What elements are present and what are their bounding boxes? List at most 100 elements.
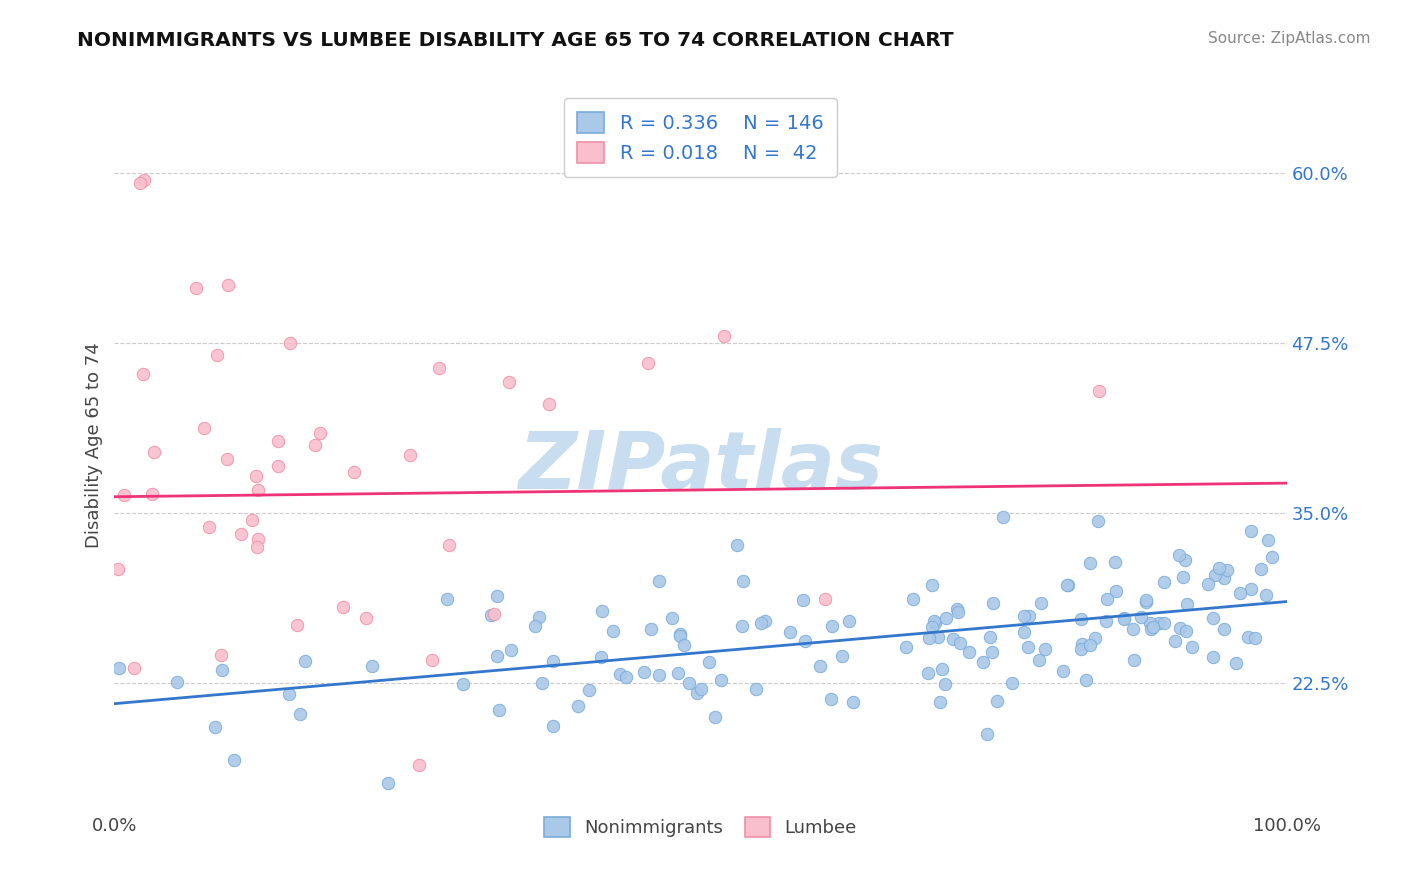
Point [1164, 634, 1187, 648]
Point [1129, 609, 1152, 624]
Point [668, 627, 690, 641]
Point [377, 776, 399, 790]
Point [842, 695, 865, 709]
Point [422, 653, 444, 667]
Point [648, 668, 671, 682]
Point [1070, 612, 1092, 626]
Point [602, 624, 624, 638]
Point [108, 660, 131, 674]
Point [609, 666, 631, 681]
Text: Source: ZipAtlas.com: Source: ZipAtlas.com [1208, 31, 1371, 46]
Point [217, 278, 239, 293]
Point [1140, 623, 1163, 637]
Point [209, 648, 232, 663]
Point [1012, 609, 1035, 624]
Point [343, 465, 366, 479]
Point [749, 615, 772, 630]
Point [668, 629, 690, 643]
Point [1057, 578, 1080, 592]
Point [429, 361, 451, 376]
Point [821, 618, 844, 632]
Point [186, 281, 208, 295]
Point [831, 649, 853, 664]
Point [981, 596, 1004, 610]
Point [132, 367, 155, 381]
Point [1174, 624, 1197, 638]
Point [725, 538, 748, 552]
Point [633, 665, 655, 679]
Point [1216, 563, 1239, 577]
Point [332, 599, 354, 614]
Point [1174, 553, 1197, 567]
Point [193, 421, 215, 435]
Legend: Nonimmigrants, Lumbee: Nonimmigrants, Lumbee [537, 810, 863, 844]
Point [361, 659, 384, 673]
Point [1080, 638, 1102, 652]
Point [1197, 577, 1219, 591]
Point [1243, 632, 1265, 646]
Point [1254, 588, 1277, 602]
Point [285, 618, 308, 632]
Point [304, 438, 326, 452]
Point [1142, 619, 1164, 633]
Point [972, 656, 994, 670]
Point [437, 537, 460, 551]
Point [1171, 570, 1194, 584]
Point [1001, 675, 1024, 690]
Point [931, 662, 953, 676]
Point [1213, 571, 1236, 585]
Point [934, 677, 956, 691]
Point [713, 329, 735, 343]
Point [779, 625, 801, 640]
Point [686, 686, 709, 700]
Point [1261, 549, 1284, 564]
Point [794, 633, 817, 648]
Point [896, 640, 918, 655]
Point [142, 444, 165, 458]
Point [1070, 641, 1092, 656]
Point [205, 348, 228, 362]
Point [1202, 611, 1225, 625]
Point [197, 520, 219, 534]
Point [543, 654, 565, 668]
Point [678, 676, 700, 690]
Point [1257, 533, 1279, 547]
Point [814, 592, 837, 607]
Point [672, 638, 695, 652]
Point [704, 709, 727, 723]
Point [1168, 621, 1191, 635]
Point [527, 609, 550, 624]
Point [408, 758, 430, 772]
Point [1112, 611, 1135, 625]
Point [1153, 575, 1175, 590]
Point [1201, 649, 1223, 664]
Point [246, 483, 269, 498]
Point [1212, 623, 1234, 637]
Point [308, 425, 330, 440]
Point [1123, 653, 1146, 667]
Point [1029, 596, 1052, 610]
Point [288, 707, 311, 722]
Point [929, 695, 952, 709]
Point [488, 703, 510, 717]
Point [486, 589, 509, 603]
Point [731, 574, 754, 588]
Point [1087, 514, 1109, 528]
Point [697, 655, 720, 669]
Point [567, 698, 589, 713]
Point [1094, 614, 1116, 628]
Y-axis label: Disability Age 65 to 74: Disability Age 65 to 74 [86, 343, 103, 548]
Point [122, 661, 145, 675]
Point [924, 616, 946, 631]
Point [979, 630, 1001, 644]
Point [215, 451, 238, 466]
Point [1017, 640, 1039, 655]
Point [1012, 624, 1035, 639]
Point [901, 592, 924, 607]
Point [1033, 642, 1056, 657]
Point [637, 356, 659, 370]
Point [1180, 640, 1202, 655]
Point [1084, 631, 1107, 645]
Point [1240, 582, 1263, 596]
Point [690, 681, 713, 696]
